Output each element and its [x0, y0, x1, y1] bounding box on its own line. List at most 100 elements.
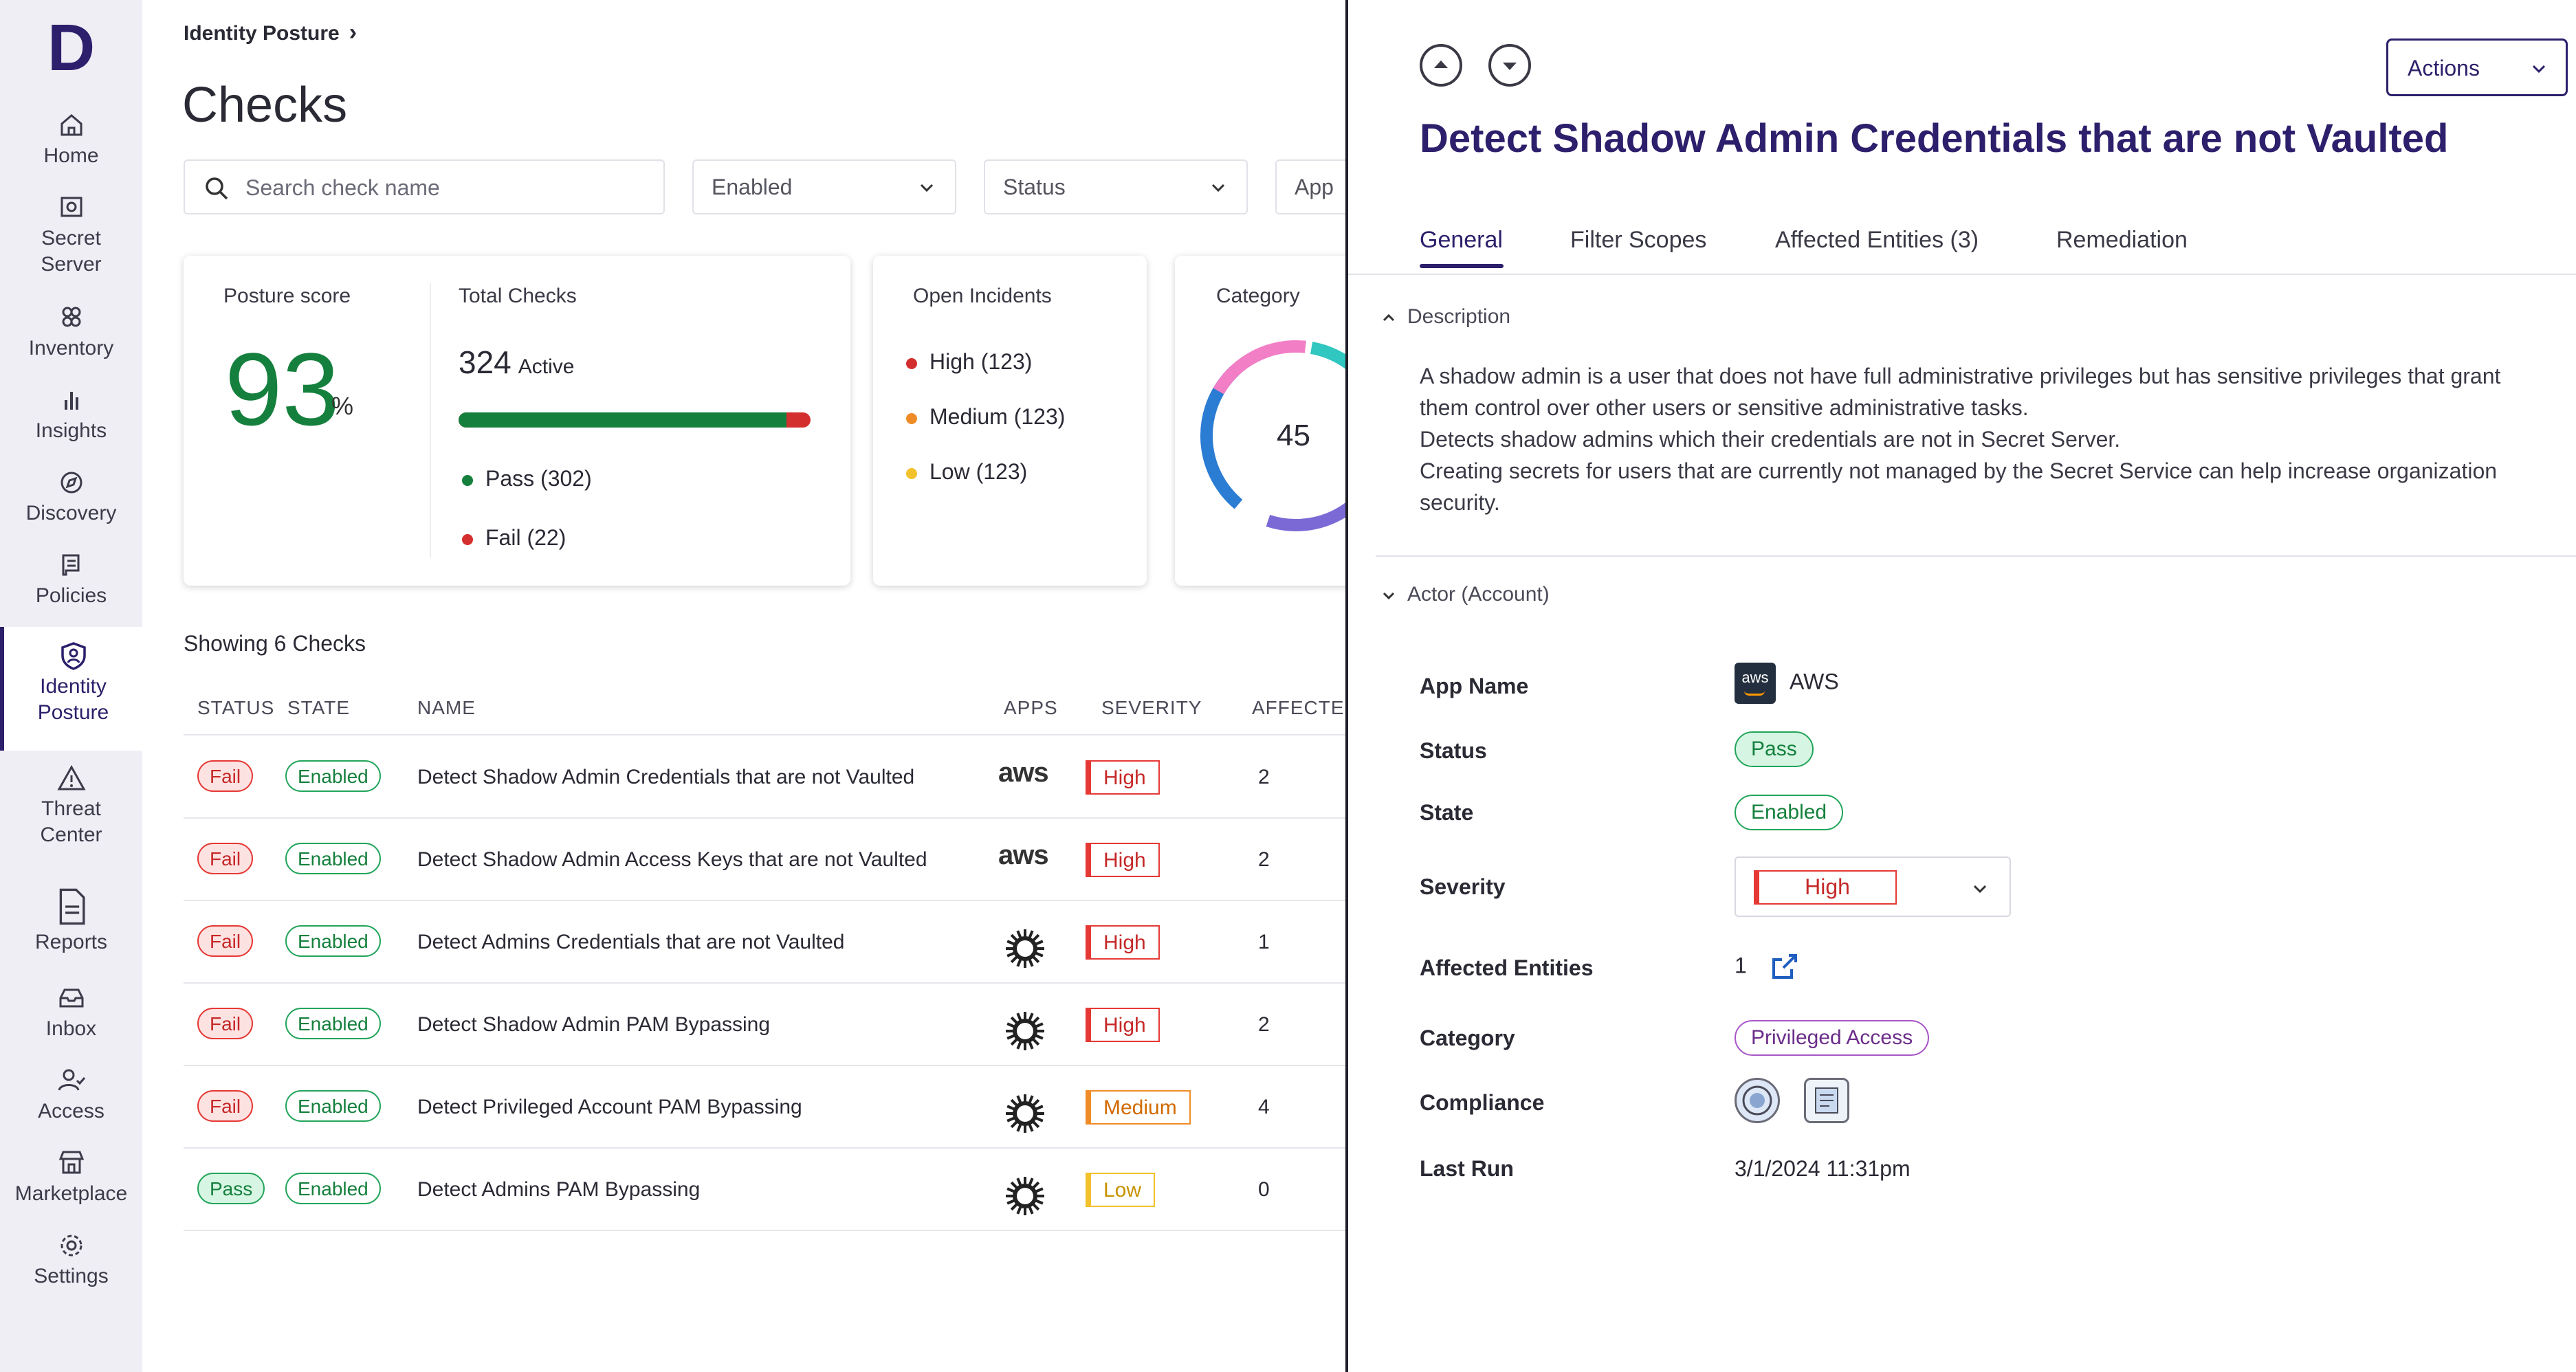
app-logo[interactable]: D — [47, 11, 96, 85]
pass-legend: Pass (302) — [462, 466, 592, 491]
previous-check-button[interactable] — [1420, 44, 1462, 87]
table-row[interactable]: Pass Enabled Detect Admins PAM Bypassing Lo… — [184, 1148, 1345, 1230]
status-filter-dropdown[interactable]: Status — [984, 159, 1248, 214]
fail-legend: Fail (22) — [462, 525, 566, 551]
sidebar-item-threat-center[interactable]: Threat Center — [0, 763, 142, 848]
next-check-button[interactable] — [1488, 44, 1531, 87]
table-row[interactable]: Fail Enabled Detect Shadow Admin PAM Bypas… — [184, 983, 1345, 1065]
category-field-label: Category — [1420, 1026, 1515, 1050]
enabled-filter-dropdown[interactable]: Enabled — [692, 159, 956, 214]
sidebar-item-home[interactable]: Home — [0, 110, 142, 169]
high-dot — [906, 357, 917, 369]
status-badge: Fail — [197, 925, 254, 957]
sidebar-item-label: Access — [38, 1100, 104, 1122]
check-name[interactable]: Detect Privileged Account PAM Bypassing — [417, 1096, 802, 1118]
sidebar-item-label: Identity Posture — [37, 675, 109, 724]
compliance-certificate-icon[interactable] — [1803, 1078, 1849, 1123]
table-row[interactable]: Fail Enabled Detect Shadow Admin Credentia… — [184, 735, 1345, 818]
breadcrumb-item[interactable]: Identity Posture — [184, 22, 340, 45]
medium-incidents[interactable]: Medium (123) — [906, 404, 1065, 430]
check-name[interactable]: Detect Admins PAM Bypassing — [417, 1178, 701, 1201]
app-name-label: App Name — [1420, 674, 1529, 698]
sidebar-item-label: Insights — [35, 419, 107, 442]
actions-button[interactable]: Actions — [2386, 38, 2568, 96]
column-header-affected[interactable]: AFFECTED — [1252, 697, 1345, 718]
check-name[interactable]: Detect Shadow Admin Access Keys that are… — [417, 848, 927, 871]
row-divider — [184, 817, 1345, 819]
sidebar-item-reports[interactable]: Reports — [0, 887, 142, 955]
sidebar-item-label: Policies — [35, 584, 107, 607]
column-header-status[interactable]: STATUS — [197, 697, 275, 718]
column-header-state[interactable]: STATE — [287, 697, 351, 718]
description-header: Description — [1407, 305, 1511, 328]
severity-badge: High — [1086, 1008, 1160, 1042]
state-badge: Enabled — [285, 843, 381, 874]
active-label: Active — [518, 355, 575, 378]
sidebar-item-settings[interactable]: Settings — [0, 1230, 142, 1290]
scroll-icon — [62, 554, 79, 576]
sidebar-item-secret-server[interactable]: Secret Server — [0, 192, 142, 278]
status-badge: Fail — [197, 1090, 254, 1122]
tab-divider — [1348, 274, 2576, 275]
severity-label: Severity — [1420, 874, 1506, 899]
status-badge: Fail — [197, 760, 254, 792]
column-header-apps[interactable]: APPS — [1004, 697, 1058, 718]
sidebar-item-insights[interactable]: Insights — [0, 385, 142, 444]
compass-icon — [60, 472, 82, 494]
search-input[interactable] — [244, 172, 643, 203]
status-badge: Pass — [1735, 731, 1814, 767]
affected-entities-label: Affected Entities — [1420, 955, 1594, 980]
table-row[interactable]: Fail Enabled Detect Shadow Admin Access Ke… — [184, 818, 1345, 900]
chevron-down-icon — [920, 184, 934, 192]
sidebar-item-label: Inbox — [45, 1017, 97, 1040]
active-tab-indicator — [1420, 264, 1504, 268]
sidebar-item-label: Secret Server — [41, 227, 102, 276]
search-icon — [206, 177, 228, 200]
pass-legend-label: Pass (302) — [485, 466, 592, 491]
row-divider — [184, 1147, 1345, 1149]
low-incidents[interactable]: Low (123) — [906, 459, 1027, 485]
check-name[interactable]: Detect Shadow Admin PAM Bypassing — [417, 1013, 771, 1036]
tab-affected-entities[interactable]: Affected Entities (3) — [1775, 227, 1979, 253]
sidebar-item-marketplace[interactable]: Marketplace — [0, 1148, 142, 1207]
table-row[interactable]: Fail Enabled Detect Admins Credentials tha… — [184, 900, 1345, 983]
tab-filter-scopes[interactable]: Filter Scopes — [1570, 227, 1707, 253]
compliance-seal-icon[interactable] — [1735, 1078, 1780, 1123]
external-link-icon[interactable] — [1768, 951, 1800, 983]
sidebar-item-policies[interactable]: Policies — [0, 550, 142, 609]
category-label: Category — [1216, 285, 1300, 307]
sidebar-item-inbox[interactable]: Inbox — [0, 983, 142, 1042]
compliance-label: Compliance — [1420, 1090, 1545, 1115]
description-section-toggle[interactable]: Description — [1378, 305, 1510, 329]
sidebar-item-inventory[interactable]: Inventory — [0, 302, 142, 362]
user-check-icon — [58, 1069, 85, 1091]
breadcrumb[interactable]: Identity Posture › — [184, 19, 357, 46]
table-row[interactable]: Fail Enabled Detect Privileged Account PAM… — [184, 1065, 1345, 1148]
dropdown-value: Status — [1003, 175, 1066, 199]
severity-badge: Medium — [1086, 1090, 1191, 1125]
sidebar-item-identity-posture[interactable]: Identity Posture — [0, 627, 142, 751]
sidebar-item-discovery[interactable]: Discovery — [0, 467, 142, 527]
aws-logo-icon: aws — [1735, 663, 1776, 704]
check-name[interactable]: Detect Admins Credentials that are not V… — [417, 931, 845, 953]
tab-remediation[interactable]: Remediation — [2056, 227, 2188, 253]
high-incidents[interactable]: High (123) — [906, 349, 1032, 375]
check-name[interactable]: Detect Shadow Admin Credentials that are… — [417, 766, 915, 788]
severity-badge: Low — [1086, 1173, 1156, 1207]
warning-icon — [56, 764, 86, 790]
checks-page: Identity Posture› Checks Enabled Status … — [142, 0, 1345, 1372]
search-box[interactable] — [184, 159, 665, 214]
open-incidents-label: Open Incidents — [913, 285, 1052, 307]
severity-select[interactable]: High — [1735, 856, 2011, 917]
header-divider — [184, 734, 1345, 735]
sidebar-item-access[interactable]: Access — [0, 1065, 142, 1125]
app-filter-dropdown[interactable]: App — [1275, 159, 1345, 214]
description-paragraph: A shadow admin is a user that does not h… — [1420, 364, 2501, 420]
column-header-severity[interactable]: SEVERITY — [1101, 697, 1202, 718]
row-divider — [184, 982, 1345, 984]
column-header-name[interactable]: NAME — [417, 697, 476, 718]
tab-general[interactable]: General — [1420, 227, 1503, 253]
low-incidents-label: Low (123) — [929, 459, 1028, 484]
actor-section-toggle[interactable]: Actor (Account) — [1378, 583, 1550, 606]
posture-score-unit: % — [331, 392, 354, 420]
